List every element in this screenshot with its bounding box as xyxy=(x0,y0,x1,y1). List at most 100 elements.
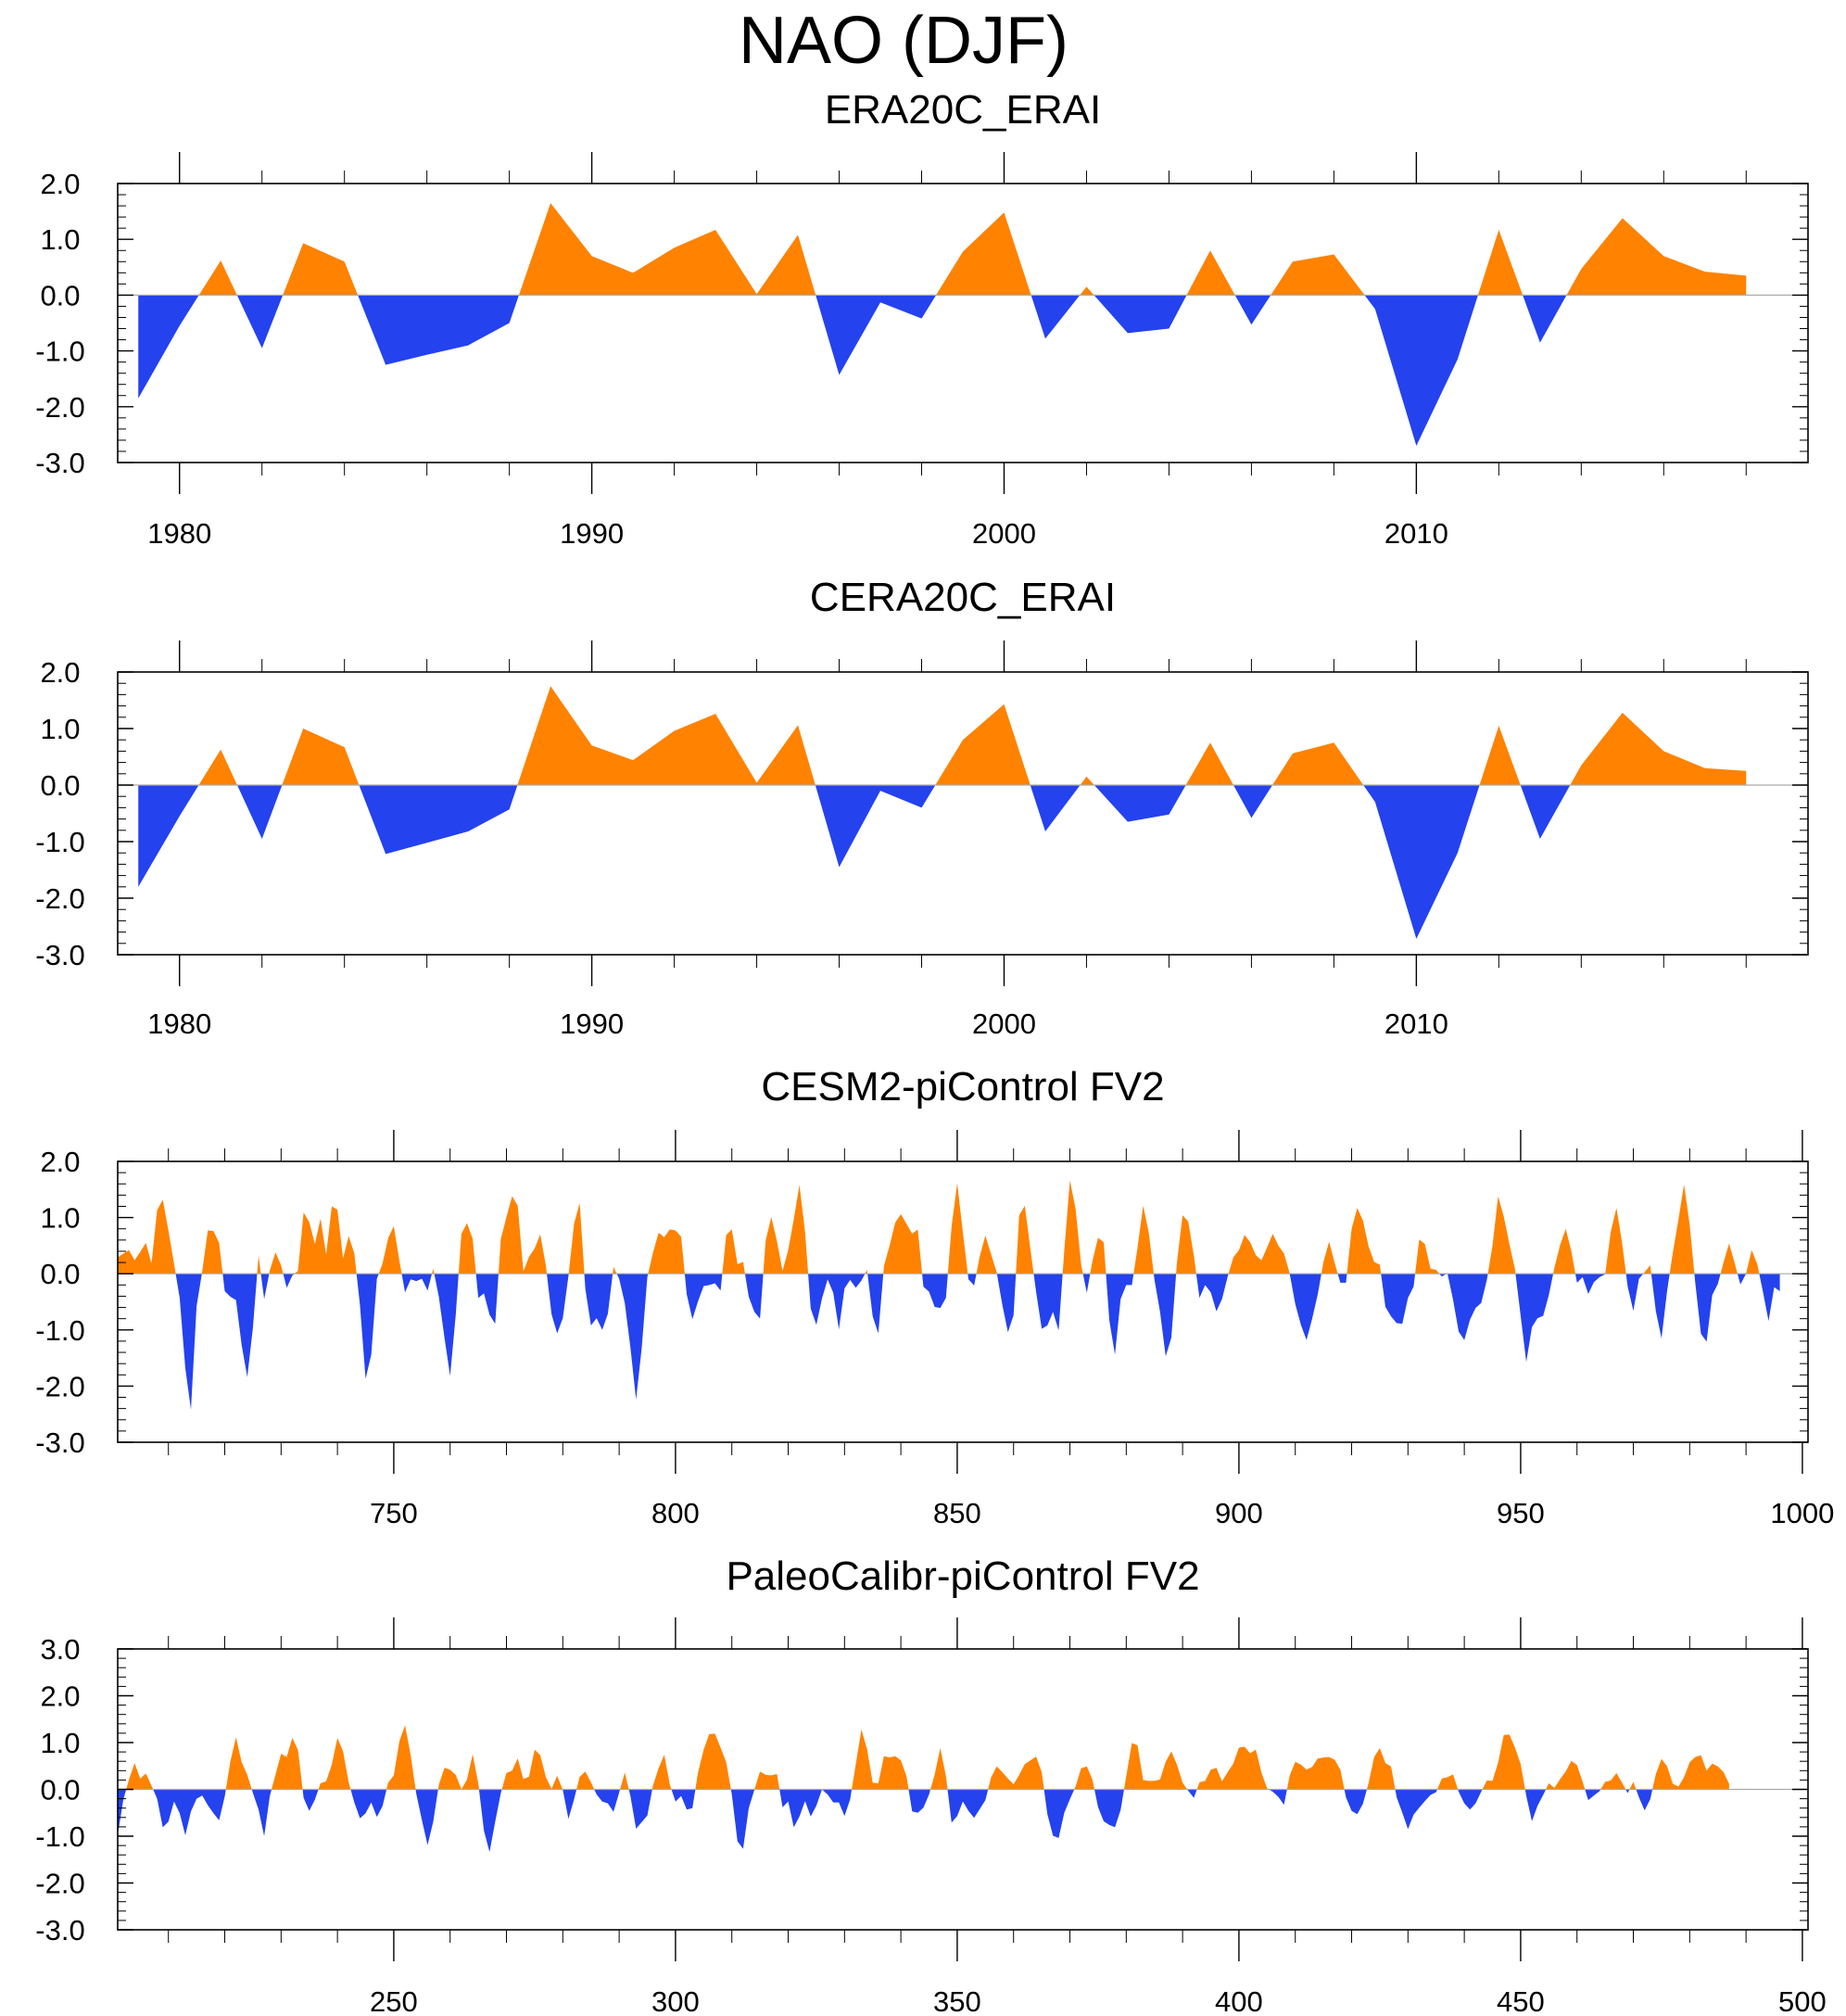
positive-area-3 xyxy=(257,1255,261,1274)
negative-area-1 xyxy=(175,1274,202,1410)
negative-area-10 xyxy=(584,1274,613,1330)
negative-area-9 xyxy=(594,1789,621,1812)
negative-area-2 xyxy=(153,1789,226,1835)
negative-area-11 xyxy=(616,1274,649,1400)
positive-area-6 xyxy=(378,1225,402,1274)
negative-area-3 xyxy=(358,295,519,365)
negative-area-14 xyxy=(808,1274,866,1330)
negative-area-25 xyxy=(1585,1789,1601,1801)
negative-area-14 xyxy=(822,1789,853,1817)
negative-area-28 xyxy=(1448,1274,1488,1340)
plot-frame xyxy=(117,671,1809,956)
negative-area-10 xyxy=(628,1789,652,1829)
negative-area-31 xyxy=(1625,1274,1644,1312)
positive-area-25 xyxy=(1321,1241,1338,1274)
negative-area-24 xyxy=(1289,1274,1321,1340)
y-tick-label: 1.0 xyxy=(40,713,80,745)
positive-area-4 xyxy=(318,1737,351,1790)
y-tick-label: -1.0 xyxy=(35,336,84,368)
plot-frame xyxy=(117,1160,1809,1443)
positive-area-9 xyxy=(1570,712,1747,785)
y-tick-label: 0.0 xyxy=(40,279,80,311)
x-tick-label: 1980 xyxy=(147,517,211,550)
positive-area-13 xyxy=(722,1229,745,1274)
positive-area-12 xyxy=(754,1771,780,1790)
positive-area-2 xyxy=(283,243,359,296)
positive-area-5 xyxy=(386,1725,416,1790)
positive-area-8 xyxy=(1479,725,1521,785)
positive-area-3 xyxy=(517,686,816,785)
y-tick-label: 2.0 xyxy=(40,1146,80,1178)
negative-area-2 xyxy=(236,785,283,839)
panel-title: PaleoCalibr-piControl FV2 xyxy=(726,1553,1199,1599)
y-tick-label: 3.0 xyxy=(40,1633,80,1666)
negative-area-22 xyxy=(1395,1789,1437,1830)
negative-area-16 xyxy=(922,1274,948,1309)
x-tick-label: 500 xyxy=(1778,1985,1827,2016)
negative-area-26 xyxy=(1381,1274,1416,1325)
negative-area-8 xyxy=(1363,785,1480,939)
y-tick-label: 0.0 xyxy=(40,769,80,802)
positive-area-5 xyxy=(294,1206,357,1274)
negative-area-27 xyxy=(1636,1789,1653,1811)
negative-area-24 xyxy=(1524,1789,1547,1821)
x-tick-label: 1980 xyxy=(147,1008,211,1040)
negative-area-16 xyxy=(947,1789,989,1823)
positive-area-1 xyxy=(118,1199,176,1274)
plot-frame xyxy=(117,183,1809,463)
positive-area-27 xyxy=(1652,1755,1729,1790)
negative-area-22 xyxy=(1153,1274,1177,1357)
positive-area-7 xyxy=(501,1749,563,1790)
negative-area-19 xyxy=(1187,1789,1197,1798)
negative-area-6 xyxy=(415,1789,438,1845)
x-tick-label: 2010 xyxy=(1384,517,1448,550)
negative-area-30 xyxy=(1574,1274,1606,1295)
chart-panel-1: ERA20C_ERAI -3.0 -2.0 -1.0 0.0 1.0 2.0 1980 1990… xyxy=(35,87,1809,550)
x-tick-label: 950 xyxy=(1497,1497,1545,1529)
y-tick-label: 1.0 xyxy=(40,223,80,256)
positive-area-20 xyxy=(1062,1180,1083,1274)
positive-area-15 xyxy=(930,1748,948,1790)
chart-panel-4: PaleoCalibr-piControl FV2 -3.0 -2.0 -1.0 0.0… xyxy=(35,1553,1826,2016)
positive-area-23 xyxy=(1482,1734,1525,1790)
negative-area-4 xyxy=(283,1274,295,1288)
negative-area-23 xyxy=(1458,1789,1483,1810)
negative-area-29 xyxy=(1515,1274,1554,1363)
negative-area-34 xyxy=(1737,1274,1747,1285)
positive-area-33 xyxy=(1669,1184,1695,1274)
y-tick-label: -3.0 xyxy=(35,447,84,479)
chart-panel-3: CESM2-piControl FV2 -3.0 -2.0 -1.0 0.0 1.0 2.0… xyxy=(35,1064,1834,1529)
positive-area-2 xyxy=(201,1230,223,1274)
x-tick-label: 300 xyxy=(651,1985,700,2016)
negative-area-32 xyxy=(1650,1274,1670,1338)
y-tick-label: -2.0 xyxy=(35,391,84,424)
positive-area-27 xyxy=(1415,1239,1440,1274)
negative-area-21 xyxy=(1344,1789,1367,1815)
positive-area-17 xyxy=(1074,1766,1094,1790)
negative-area-6 xyxy=(401,1274,433,1293)
negative-area-19 xyxy=(1033,1274,1063,1331)
negative-area-6 xyxy=(1094,295,1187,334)
y-tick-label: -2.0 xyxy=(35,1868,84,1900)
negative-area-8 xyxy=(1364,295,1478,446)
positive-area-21 xyxy=(1366,1748,1396,1790)
positive-area-19 xyxy=(1016,1205,1034,1274)
positive-area-34 xyxy=(1720,1243,1738,1274)
x-tick-label: 1990 xyxy=(560,1008,624,1040)
positive-area-4 xyxy=(269,1252,284,1274)
x-tick-label: 750 xyxy=(370,1497,418,1529)
positive-area-16 xyxy=(988,1756,1044,1790)
negative-area-5 xyxy=(1030,785,1081,832)
negative-area-21 xyxy=(1106,1274,1134,1355)
negative-area-26 xyxy=(1625,1789,1630,1794)
main-title: NAO (DJF) xyxy=(739,4,1068,78)
x-tick-label: 450 xyxy=(1497,1985,1545,2016)
negative-area-3 xyxy=(359,785,518,855)
negative-area-3 xyxy=(260,1274,270,1300)
negative-area-4 xyxy=(302,1789,319,1811)
positive-area-10 xyxy=(568,1202,585,1274)
positive-area-11 xyxy=(695,1733,731,1790)
positive-area-14 xyxy=(763,1185,809,1274)
x-tick-label: 250 xyxy=(370,1985,418,2016)
x-tick-label: 2010 xyxy=(1384,1008,1448,1040)
